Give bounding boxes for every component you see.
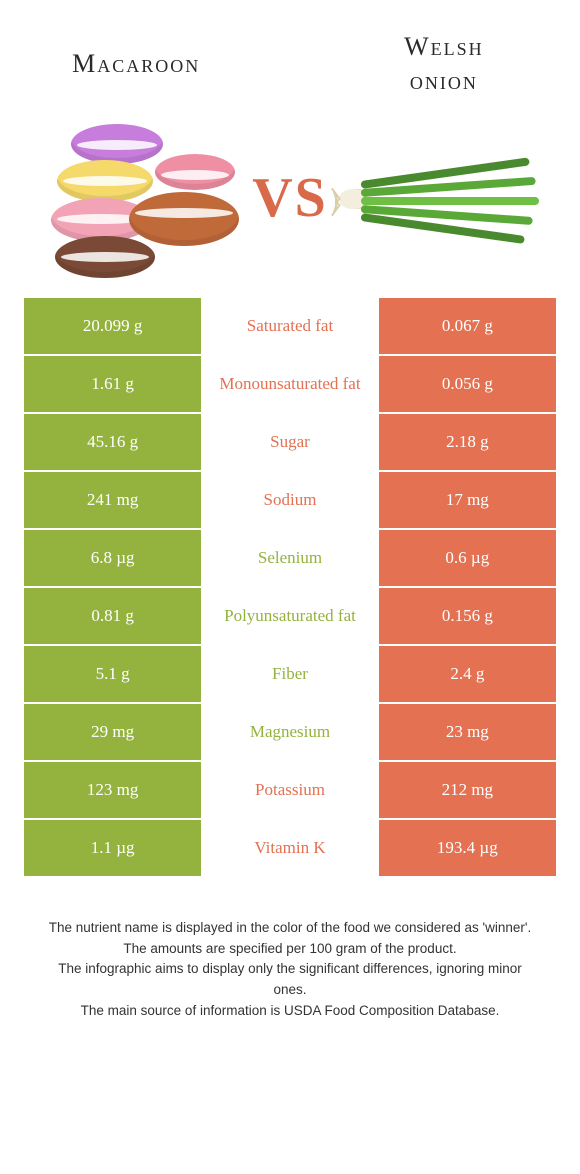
value-left: 241 mg xyxy=(24,472,201,528)
table-row: 6.8 µgSelenium0.6 µg xyxy=(24,530,556,586)
title-right-line1: Welsh xyxy=(404,32,484,61)
macaroon-icon xyxy=(55,236,155,278)
nutrient-name: Saturated fat xyxy=(201,298,378,354)
nutrient-name: Polyunsaturated fat xyxy=(201,588,378,644)
table-row: 0.81 gPolyunsaturated fat0.156 g xyxy=(24,588,556,644)
value-right: 2.4 g xyxy=(379,646,556,702)
comparison-table: 20.099 gSaturated fat0.067 g1.61 gMonoun… xyxy=(0,298,580,876)
nutrient-name: Magnesium xyxy=(201,704,378,760)
value-right: 212 mg xyxy=(379,762,556,818)
value-left: 0.81 g xyxy=(24,588,201,644)
nutrient-name: Vitamin K xyxy=(201,820,378,876)
nutrient-name: Potassium xyxy=(201,762,378,818)
onion-stalk-icon xyxy=(361,197,539,205)
value-right: 2.18 g xyxy=(379,414,556,470)
nutrient-name: Sugar xyxy=(201,414,378,470)
welsh-onion-illustration xyxy=(328,153,550,243)
hero-row: VS xyxy=(0,108,580,298)
value-right: 23 mg xyxy=(379,704,556,760)
footer-line-4: The main source of information is USDA F… xyxy=(40,1001,540,1022)
vs-label: VS xyxy=(252,166,328,230)
value-left: 1.1 µg xyxy=(24,820,201,876)
macaroon-icon xyxy=(129,192,239,246)
footer-line-3: The infographic aims to display only the… xyxy=(40,959,540,1001)
footer-notes: The nutrient name is displayed in the co… xyxy=(0,878,580,1023)
macaroon-illustration xyxy=(30,118,252,278)
nutrient-name: Monounsaturated fat xyxy=(201,356,378,412)
table-row: 29 mgMagnesium23 mg xyxy=(24,704,556,760)
nutrient-name: Sodium xyxy=(201,472,378,528)
macaroon-icon xyxy=(71,124,163,164)
title-left: Macaroon xyxy=(40,49,232,79)
value-left: 6.8 µg xyxy=(24,530,201,586)
value-right: 0.6 µg xyxy=(379,530,556,586)
value-left: 1.61 g xyxy=(24,356,201,412)
nutrient-name: Fiber xyxy=(201,646,378,702)
table-row: 241 mgSodium17 mg xyxy=(24,472,556,528)
value-left: 20.099 g xyxy=(24,298,201,354)
title-right-line2: onion xyxy=(410,66,478,95)
table-row: 1.1 µgVitamin K193.4 µg xyxy=(24,820,556,876)
value-left: 5.1 g xyxy=(24,646,201,702)
table-row: 45.16 gSugar2.18 g xyxy=(24,414,556,470)
table-row: 123 mgPotassium212 mg xyxy=(24,762,556,818)
value-left: 45.16 g xyxy=(24,414,201,470)
macaroon-icon xyxy=(57,160,153,202)
value-right: 17 mg xyxy=(379,472,556,528)
nutrient-name: Selenium xyxy=(201,530,378,586)
footer-line-2: The amounts are specified per 100 gram o… xyxy=(40,939,540,960)
footer-line-1: The nutrient name is displayed in the co… xyxy=(40,918,540,939)
header: Macaroon Welsh onion xyxy=(0,0,580,108)
value-right: 0.156 g xyxy=(379,588,556,644)
table-row: 20.099 gSaturated fat0.067 g xyxy=(24,298,556,354)
value-left: 29 mg xyxy=(24,704,201,760)
value-right: 0.067 g xyxy=(379,298,556,354)
value-right: 0.056 g xyxy=(379,356,556,412)
value-left: 123 mg xyxy=(24,762,201,818)
macaroon-icon xyxy=(155,154,235,190)
table-row: 5.1 gFiber2.4 g xyxy=(24,646,556,702)
value-right: 193.4 µg xyxy=(379,820,556,876)
table-row: 1.61 gMonounsaturated fat0.056 g xyxy=(24,356,556,412)
title-right: Welsh onion xyxy=(348,30,540,98)
